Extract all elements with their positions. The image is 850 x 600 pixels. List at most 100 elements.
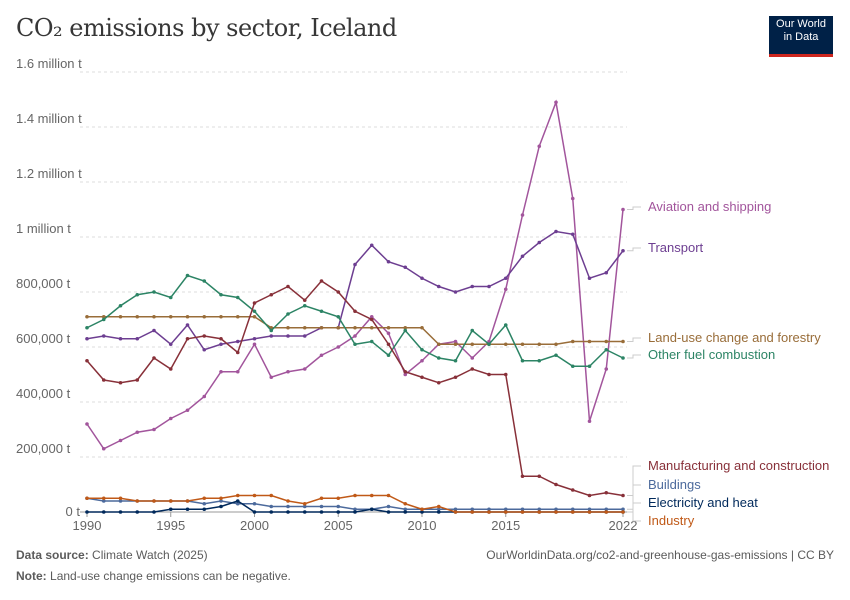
data-point	[537, 342, 542, 347]
x-tick-label: 2015	[491, 518, 520, 533]
data-point	[185, 323, 190, 327]
data-point	[520, 342, 525, 347]
label-connector	[627, 206, 641, 210]
data-point	[621, 207, 625, 212]
y-tick-label: 1.6 million t	[16, 56, 82, 71]
x-tick-label: 1995	[156, 518, 185, 533]
data-point	[587, 364, 592, 369]
y-tick-label: 400,000 t	[16, 386, 71, 401]
label-connector	[627, 511, 641, 522]
data-point	[101, 334, 106, 338]
data-point	[570, 510, 575, 514]
data-point	[470, 367, 475, 371]
data-point	[252, 301, 257, 305]
data-point	[152, 356, 156, 360]
data-point	[286, 284, 290, 289]
data-point	[570, 196, 575, 201]
label-connector	[627, 354, 641, 359]
data-point	[118, 510, 123, 514]
data-point	[386, 493, 391, 498]
data-point	[503, 287, 508, 292]
data-point	[621, 339, 625, 344]
data-point	[152, 328, 156, 333]
data-point	[353, 334, 357, 338]
data-point	[453, 342, 458, 347]
series-label: Transport	[648, 240, 704, 255]
data-point	[403, 369, 408, 374]
data-point	[386, 259, 391, 264]
data-point	[152, 290, 156, 294]
data-point	[286, 504, 290, 509]
data-point	[135, 378, 140, 382]
data-point	[554, 507, 558, 512]
data-point	[503, 372, 508, 377]
data-point	[168, 416, 173, 421]
data-point	[537, 474, 542, 479]
data-point	[235, 295, 240, 300]
data-point	[202, 507, 207, 512]
data-point	[420, 276, 424, 281]
data-point	[319, 510, 324, 514]
data-point	[587, 510, 592, 514]
data-point	[202, 314, 207, 319]
data-point	[520, 213, 525, 217]
source-url[interactable]: OurWorldinData.org/co2-and-greenhouse-ga…	[486, 548, 834, 562]
data-point	[537, 358, 542, 363]
data-point	[436, 380, 441, 385]
data-point	[168, 314, 173, 319]
data-point	[302, 303, 307, 308]
data-point	[403, 372, 408, 377]
label-connector	[627, 502, 641, 513]
data-point	[185, 499, 190, 503]
data-point	[219, 314, 223, 319]
data-point	[554, 482, 558, 487]
data-point	[269, 334, 274, 338]
x-tick-label: 2010	[408, 518, 437, 533]
data-point	[168, 507, 173, 512]
data-point	[503, 276, 508, 281]
owid-logo[interactable]: Our World in Data	[769, 16, 833, 57]
data-point	[554, 229, 558, 234]
data-point	[252, 336, 257, 341]
data-point	[235, 369, 240, 374]
data-point	[453, 339, 458, 344]
data-point	[453, 507, 458, 512]
data-point	[386, 353, 391, 358]
logo-line-2: in Data	[783, 31, 819, 43]
data-point	[420, 375, 424, 380]
note-text: Land-use change emissions can be negativ…	[50, 569, 291, 583]
data-point	[185, 336, 190, 341]
data-point	[269, 375, 274, 380]
data-point	[269, 328, 274, 333]
series-label: Buildings	[648, 477, 701, 492]
data-point	[302, 298, 307, 303]
data-point	[436, 356, 441, 360]
data-point	[286, 499, 290, 503]
data-point	[202, 394, 207, 399]
data-point	[118, 336, 123, 341]
data-point	[570, 364, 575, 369]
data-point	[403, 328, 408, 333]
source-text[interactable]: Climate Watch (2025)	[92, 548, 208, 562]
data-point	[604, 339, 609, 344]
y-tick-label: 200,000 t	[16, 441, 71, 456]
series-label: Land-use change and forestry	[648, 330, 821, 345]
data-point	[235, 499, 240, 503]
data-point	[570, 232, 575, 237]
data-point	[487, 372, 491, 377]
data-point	[302, 367, 307, 371]
data-point	[369, 339, 374, 344]
data-point	[570, 507, 575, 512]
series-label: Other fuel combustion	[648, 347, 775, 362]
data-point	[101, 499, 106, 503]
data-point	[319, 309, 324, 314]
data-point	[436, 510, 441, 514]
data-point	[85, 422, 89, 426]
data-point	[269, 510, 274, 514]
data-point	[336, 325, 341, 330]
data-point	[436, 342, 441, 347]
data-point	[219, 496, 223, 501]
data-point	[219, 336, 223, 341]
data-point	[436, 504, 441, 509]
